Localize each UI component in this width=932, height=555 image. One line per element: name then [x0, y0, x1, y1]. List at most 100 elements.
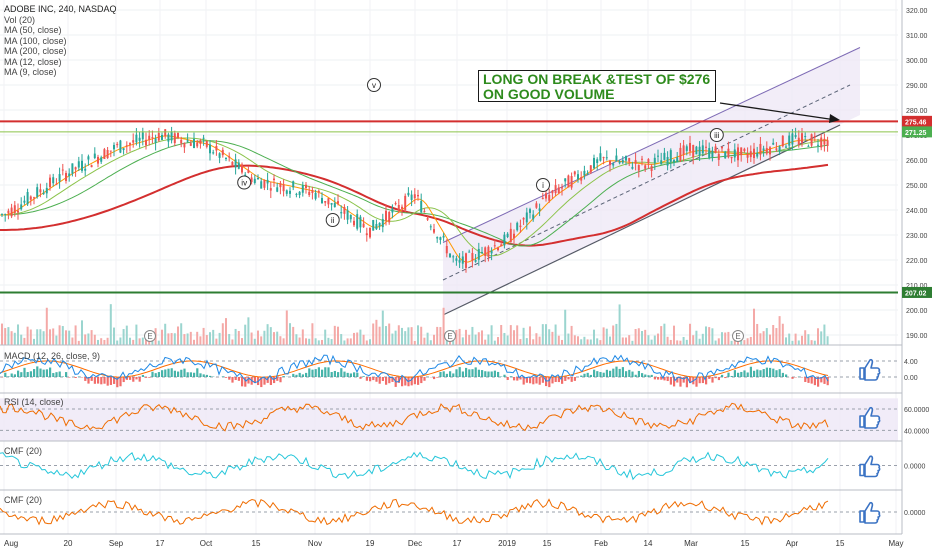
- volume-bar: [46, 308, 48, 345]
- macd-histogram-bar: [782, 373, 784, 377]
- macd-histogram-bar: [702, 377, 704, 383]
- macd-histogram-bar: [110, 377, 112, 385]
- volume-bar: [753, 309, 755, 345]
- macd-histogram-bar: [529, 377, 531, 383]
- macd-histogram-bar: [532, 377, 534, 384]
- volume-bar: [638, 328, 640, 345]
- volume-bar: [689, 324, 691, 345]
- macd-histogram-bar: [299, 373, 301, 377]
- candle-body: [286, 190, 288, 193]
- study-ma9: MA (9, close): [4, 67, 117, 78]
- price-level-badge-label: 275.46: [905, 119, 927, 126]
- macd-histogram-bar: [308, 368, 310, 377]
- volume-bar: [612, 325, 614, 345]
- macd-histogram-bar: [439, 372, 441, 377]
- candle-body: [327, 198, 329, 204]
- volume-bar: [702, 334, 704, 345]
- candle-body: [417, 195, 419, 196]
- volume-bar: [209, 332, 211, 345]
- candle-body: [638, 165, 640, 170]
- macd-histogram-bar: [631, 372, 633, 377]
- macd-histogram-bar: [148, 377, 150, 378]
- volume-bar: [532, 339, 534, 345]
- volume-bar: [494, 341, 496, 345]
- macd-histogram-bar: [20, 372, 22, 377]
- candle-body: [209, 144, 211, 153]
- macd-histogram-bar: [295, 375, 297, 377]
- volume-bar: [231, 339, 233, 345]
- volume-bar: [548, 329, 550, 345]
- candle-body: [119, 141, 121, 153]
- candle-body: [190, 143, 192, 146]
- macd-histogram-bar: [619, 369, 621, 377]
- volume-bar: [315, 338, 317, 345]
- candle-body: [641, 159, 643, 160]
- macd-histogram-bar: [65, 372, 67, 377]
- macd-histogram-bar: [155, 373, 157, 377]
- volume-bar: [318, 340, 320, 345]
- macd-histogram-bar: [759, 370, 761, 377]
- macd-label: MACD (12, 26, close, 9): [4, 351, 100, 361]
- candle-body: [4, 214, 6, 215]
- macd-histogram-bar: [785, 374, 787, 377]
- macd-histogram-bar: [545, 377, 547, 386]
- volume-bar: [631, 341, 633, 345]
- candle-body: [423, 211, 425, 212]
- thumbs-up-icon: [860, 503, 880, 523]
- volume-bar: [567, 334, 569, 345]
- volume-bar: [356, 333, 358, 345]
- candle-body: [55, 184, 57, 185]
- macd-histogram-bar: [654, 377, 656, 379]
- macd-histogram-bar: [350, 373, 352, 377]
- volume-bar: [811, 340, 813, 345]
- candle-body: [398, 205, 400, 211]
- volume-bar: [343, 340, 345, 345]
- volume-bar: [187, 333, 189, 345]
- volume-bar: [391, 334, 393, 345]
- indicator-tick-label: 0.0000: [904, 510, 926, 517]
- volume-bar: [791, 341, 793, 345]
- candle-body: [158, 133, 160, 141]
- volume-bar: [311, 323, 313, 345]
- macd-histogram-bar: [750, 367, 752, 377]
- candle-body: [324, 201, 326, 203]
- candle-body: [471, 253, 473, 261]
- volume-bar: [49, 329, 51, 345]
- candle-body: [494, 245, 496, 246]
- candle-body: [606, 157, 608, 158]
- candle-body: [206, 141, 208, 147]
- volume-bar: [382, 311, 384, 345]
- candle-body: [113, 145, 115, 149]
- macd-histogram-bar: [510, 376, 512, 377]
- macd-histogram-bar: [436, 377, 438, 378]
- candle-body: [59, 174, 61, 181]
- candle-body: [247, 170, 249, 173]
- macd-histogram-bar: [158, 372, 160, 377]
- volume-bar: [795, 334, 797, 345]
- price-level-badge-label: 271.25: [905, 130, 927, 137]
- candle-body: [257, 178, 259, 179]
- macd-histogram-bar: [39, 369, 41, 377]
- price-level-badge-label: 207.02: [905, 290, 927, 297]
- macd-histogram-bar: [475, 367, 477, 377]
- time-tick-label: 19: [366, 539, 375, 548]
- volume-bar: [177, 326, 179, 345]
- candle-body: [343, 207, 345, 214]
- candle-body: [478, 249, 480, 260]
- candle-body: [337, 201, 339, 204]
- volume-bar: [411, 327, 413, 345]
- macd-histogram-bar: [52, 373, 54, 377]
- volume-bar: [603, 327, 605, 345]
- candle-body: [23, 201, 25, 203]
- candle-body: [644, 165, 646, 168]
- volume-bar: [804, 330, 806, 345]
- time-tick-label: 17: [453, 539, 462, 548]
- candle-body: [187, 140, 189, 141]
- volume-bar: [705, 326, 707, 345]
- macd-histogram-bar: [603, 373, 605, 377]
- volume-bar: [299, 338, 301, 345]
- candle-body: [785, 147, 787, 148]
- volume-bar: [212, 330, 214, 345]
